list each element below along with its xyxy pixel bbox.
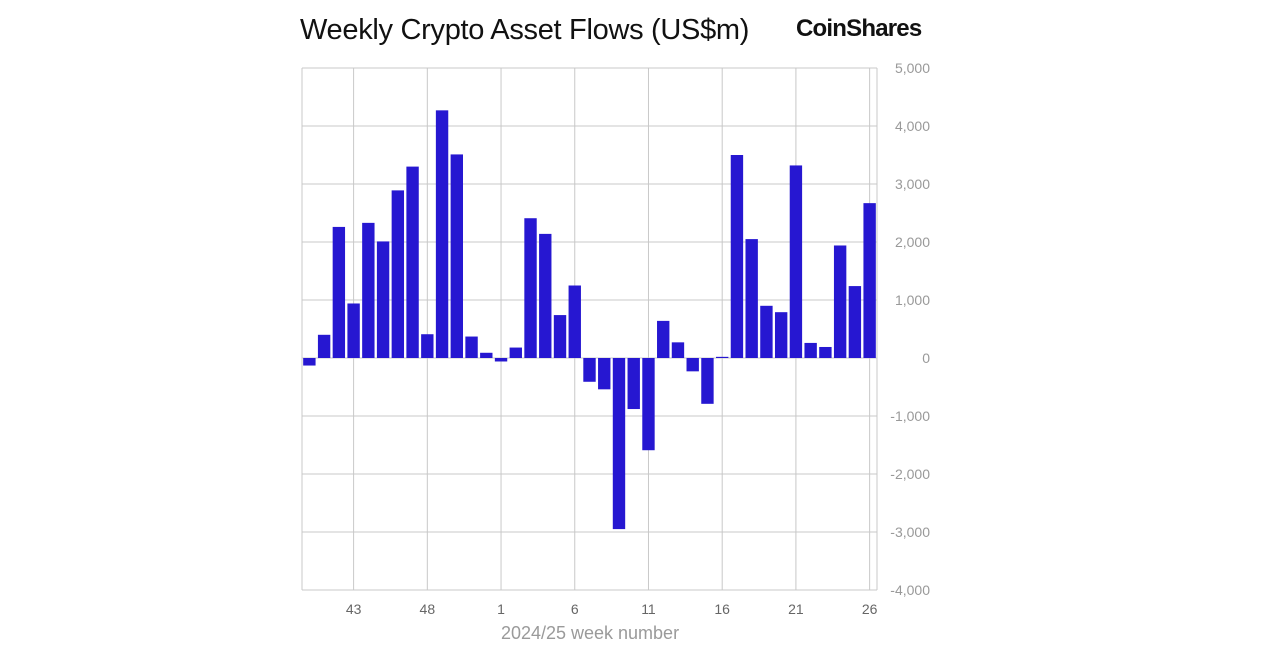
bar [406, 166, 419, 358]
x-tick-label: 43 [346, 601, 362, 617]
x-tick-label: 21 [788, 601, 804, 617]
x-tick-label: 16 [714, 601, 730, 617]
chart-title: Weekly Crypto Asset Flows (US$m) [300, 14, 750, 46]
y-tick-label: 1,000 [895, 292, 930, 308]
bar [657, 320, 670, 358]
bar [716, 356, 729, 358]
bar [450, 154, 463, 358]
y-tick-label: -1,000 [890, 408, 930, 424]
bar [745, 239, 758, 358]
y-tick-label: 5,000 [895, 60, 930, 76]
bar [391, 190, 405, 358]
bar [819, 346, 832, 358]
bar [317, 334, 331, 358]
bar [568, 285, 581, 358]
bar [435, 110, 449, 358]
bar [730, 155, 744, 358]
y-tick-label: 0 [922, 350, 930, 366]
bar [303, 358, 316, 366]
x-tick-label: 1 [497, 601, 505, 617]
y-tick-label: -3,000 [890, 524, 930, 540]
bar [863, 203, 876, 358]
bar [332, 226, 346, 358]
bar [848, 286, 862, 358]
brand-logo: CoinShares [796, 15, 922, 42]
axes: 5,000 4,000 3,000 2,000 1,000 0 -1,000 -2,000 -3… [346, 60, 930, 617]
bar [760, 305, 773, 358]
bar [789, 165, 803, 358]
bar [465, 336, 478, 358]
bar [642, 358, 655, 451]
bar [494, 358, 508, 362]
x-tick-label: 11 [641, 601, 656, 617]
bar-series [303, 110, 876, 530]
y-tick-label: -2,000 [890, 466, 930, 482]
x-axis-label: 2024/25 week number [501, 623, 679, 643]
bar [701, 358, 714, 404]
bar [524, 218, 537, 358]
bar [553, 315, 567, 358]
bar [671, 342, 685, 358]
bar [376, 241, 390, 358]
bar [347, 303, 360, 358]
bar [833, 245, 847, 358]
bar [480, 352, 493, 358]
bar [362, 222, 375, 358]
x-tick-label: 48 [420, 601, 436, 617]
bar [774, 312, 788, 358]
bar [583, 358, 596, 382]
y-tick-label: 3,000 [895, 176, 930, 192]
bar [421, 334, 434, 358]
bar [627, 358, 640, 410]
bar [686, 358, 699, 372]
bar [804, 342, 817, 358]
y-tick-label: 2,000 [895, 234, 930, 250]
y-tick-label: -4,000 [890, 582, 930, 598]
bar [539, 233, 552, 358]
y-tick-label: 4,000 [895, 118, 930, 134]
bar [612, 358, 626, 530]
bar [598, 358, 611, 390]
x-tick-label: 6 [571, 601, 579, 617]
x-tick-label: 26 [862, 601, 878, 617]
bar [509, 347, 522, 358]
